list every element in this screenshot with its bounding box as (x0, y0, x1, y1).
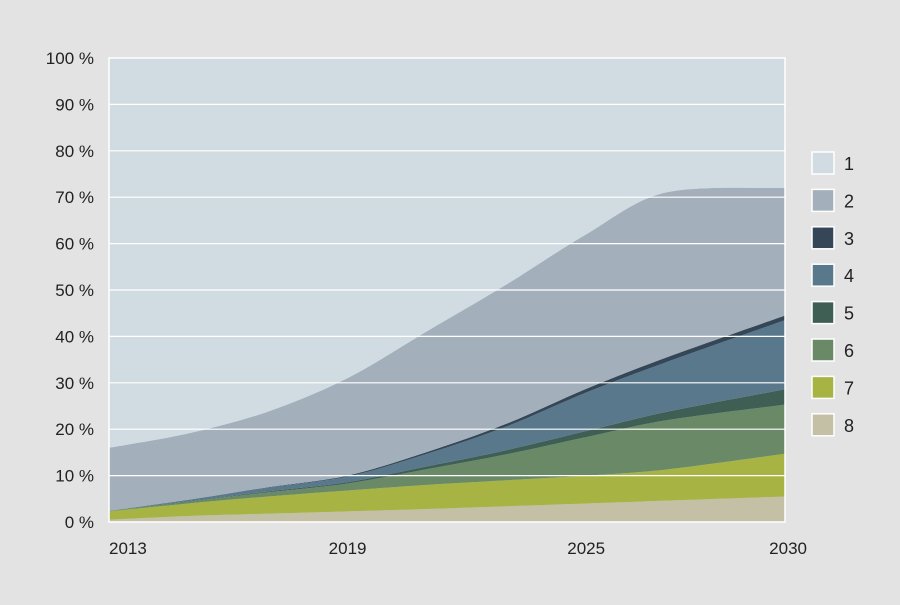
legend-label-7: 7 (844, 378, 854, 398)
legend-swatch-3 (811, 226, 835, 250)
legend-swatch-6 (811, 338, 835, 362)
y-tick-label: 50 % (55, 281, 94, 300)
x-tick-label: 2019 (329, 539, 367, 558)
legend-swatch-1 (811, 151, 835, 175)
plot-frame (108, 57, 786, 523)
legend-swatch-4 (811, 263, 835, 287)
legend-label-1: 1 (844, 154, 854, 174)
y-tick-label: 30 % (55, 374, 94, 393)
legend-label-8: 8 (844, 416, 854, 436)
legend-label-4: 4 (844, 266, 854, 286)
area-series-2 (109, 187, 785, 511)
legend-label-2: 2 (844, 191, 854, 211)
legend-label-5: 5 (844, 304, 854, 324)
legend-swatch-5 (811, 300, 835, 325)
legend-label-6: 6 (844, 341, 854, 361)
area-series-6 (109, 404, 785, 512)
y-tick-label: 80 % (55, 142, 94, 161)
y-tick-label: 90 % (55, 95, 94, 114)
area-series-7 (109, 453, 785, 520)
x-tick-label: 2030 (769, 539, 807, 558)
y-tick-label: 70 % (55, 188, 94, 207)
x-tick-label: 2013 (109, 539, 147, 558)
legend-swatch-2 (811, 188, 835, 213)
legend-swatch-7 (811, 375, 835, 400)
y-tick-label: 20 % (55, 420, 94, 439)
legend-swatch-8 (811, 413, 835, 437)
x-tick-label: 2025 (567, 539, 605, 558)
y-tick-label: 100 % (46, 49, 94, 68)
area-series-8 (109, 496, 785, 522)
y-tick-label: 60 % (55, 235, 94, 254)
area-series-1 (109, 58, 785, 448)
y-tick-label: 40 % (55, 327, 94, 346)
legend-label-3: 3 (844, 229, 854, 249)
y-tick-label: 0 % (65, 513, 94, 532)
y-tick-label: 10 % (55, 467, 94, 486)
